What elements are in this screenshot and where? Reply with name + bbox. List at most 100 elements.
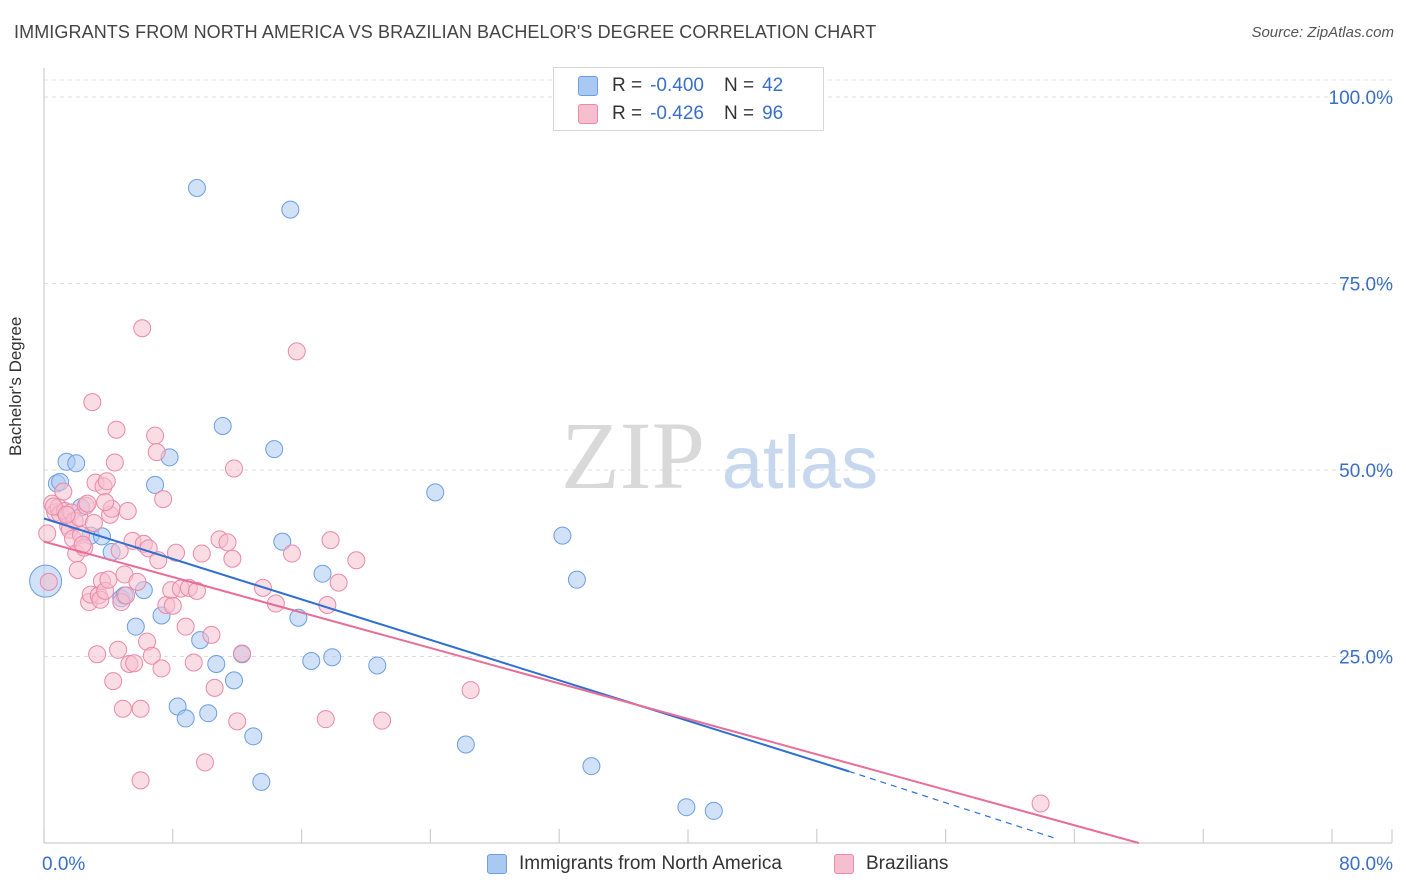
point-brazilians	[154, 490, 173, 509]
point-brazilians	[125, 654, 144, 673]
point-north-america	[176, 709, 195, 728]
point-brazilians	[113, 699, 132, 718]
point-north-america	[368, 656, 387, 675]
axes	[43, 68, 1393, 844]
point-brazilians	[83, 393, 102, 412]
point-north-america	[313, 564, 332, 583]
point-north-america	[187, 179, 206, 198]
point-brazilians	[176, 617, 195, 636]
bottom-legend-label-north-america: Immigrants from North America	[519, 853, 782, 874]
point-brazilians	[57, 505, 76, 524]
point-brazilians	[84, 513, 103, 532]
point-brazilians	[105, 453, 124, 472]
point-brazilians	[228, 712, 247, 731]
point-brazilians	[104, 672, 123, 691]
point-north-america	[567, 570, 586, 589]
point-brazilians	[184, 653, 203, 672]
bottom-legend-brazilians: Brazilians	[834, 852, 948, 876]
point-brazilians	[152, 659, 171, 678]
bottom-legend-swatch-north-america	[487, 854, 507, 874]
point-brazilians	[347, 551, 366, 570]
point-brazilians	[202, 625, 221, 644]
point-north-america	[273, 532, 292, 551]
point-brazilians	[146, 426, 165, 445]
point-north-america	[553, 526, 572, 545]
legend-row-brazilians: R = -0.426 N = 96	[578, 102, 783, 126]
point-north-america	[582, 757, 601, 776]
point-brazilians	[461, 681, 480, 700]
bottom-legend-label-brazilians: Brazilians	[866, 853, 949, 874]
point-brazilians	[287, 342, 306, 361]
trend-line-north-america-extension	[848, 770, 1059, 840]
point-brazilians	[187, 581, 206, 600]
point-brazilians	[44, 497, 63, 516]
point-brazilians	[117, 586, 136, 605]
point-brazilians	[142, 646, 161, 665]
trend-line-north-america	[43, 517, 850, 773]
point-north-america	[67, 454, 86, 473]
point-brazilians	[329, 573, 348, 592]
point-north-america	[252, 772, 271, 791]
gridlines	[44, 79, 1392, 657]
point-north-america	[281, 200, 300, 219]
y-tick-labels: 100.0% 75.0% 50.0% 25.0%	[1329, 88, 1394, 669]
point-north-america	[456, 735, 475, 754]
point-brazilians	[167, 543, 186, 562]
point-brazilians	[96, 493, 115, 512]
data-points	[29, 179, 1050, 820]
point-brazilians	[373, 711, 392, 730]
trend-lines	[43, 517, 1140, 844]
point-brazilians	[38, 524, 57, 543]
point-brazilians	[54, 482, 73, 501]
point-brazilians	[99, 570, 118, 589]
legend-n-value: 96	[762, 103, 784, 124]
point-north-america	[224, 671, 243, 690]
point-brazilians	[131, 771, 150, 790]
point-north-america	[704, 801, 723, 820]
legend-n-label: N =	[723, 103, 755, 124]
point-brazilians	[196, 753, 214, 772]
point-brazilians	[147, 443, 166, 462]
point-brazilians	[109, 640, 128, 659]
legend-swatch-brazilians	[578, 104, 598, 124]
point-brazilians	[218, 533, 237, 552]
legend-r-value: -0.426	[650, 103, 704, 124]
legend-n-value: 42	[762, 75, 784, 96]
point-brazilians	[78, 494, 97, 513]
point-brazilians	[133, 319, 152, 338]
legend-r-label: R =	[612, 75, 643, 96]
point-brazilians	[163, 596, 182, 615]
point-brazilians	[282, 544, 301, 563]
point-north-america	[426, 483, 445, 502]
y-tick-label: 75.0%	[1339, 275, 1393, 296]
point-brazilians	[321, 531, 340, 550]
point-north-america	[146, 475, 165, 494]
point-brazilians	[118, 502, 137, 521]
point-north-america	[677, 798, 696, 817]
point-brazilians	[39, 572, 58, 591]
y-tick-label: 100.0%	[1329, 88, 1394, 109]
watermark: ZIP atlas	[561, 402, 878, 509]
point-north-america	[213, 416, 232, 435]
correlation-legend: R = -0.400 N = 42 R = -0.426 N = 96	[553, 67, 824, 131]
point-brazilians	[1031, 794, 1050, 813]
point-north-america	[199, 704, 218, 723]
watermark-zip: ZIP	[561, 402, 705, 509]
point-brazilians	[205, 678, 224, 697]
point-north-america	[265, 440, 284, 459]
point-brazilians	[316, 710, 335, 729]
point-north-america	[244, 727, 263, 746]
watermark-atlas: atlas	[722, 421, 878, 504]
point-brazilians	[131, 699, 150, 718]
point-brazilians	[107, 420, 126, 439]
point-north-america	[302, 651, 321, 670]
y-axis-label: Bachelor's Degree	[6, 316, 25, 456]
source-label: Source: ZipAtlas.com	[1251, 24, 1394, 41]
x-tick-label-max: 80.0%	[1339, 854, 1393, 875]
point-brazilians	[97, 472, 116, 491]
bottom-legend-swatch-brazilians	[834, 854, 854, 874]
point-brazilians	[233, 644, 252, 663]
y-tick-label: 50.0%	[1339, 461, 1393, 482]
legend-r-label: R =	[612, 103, 643, 124]
